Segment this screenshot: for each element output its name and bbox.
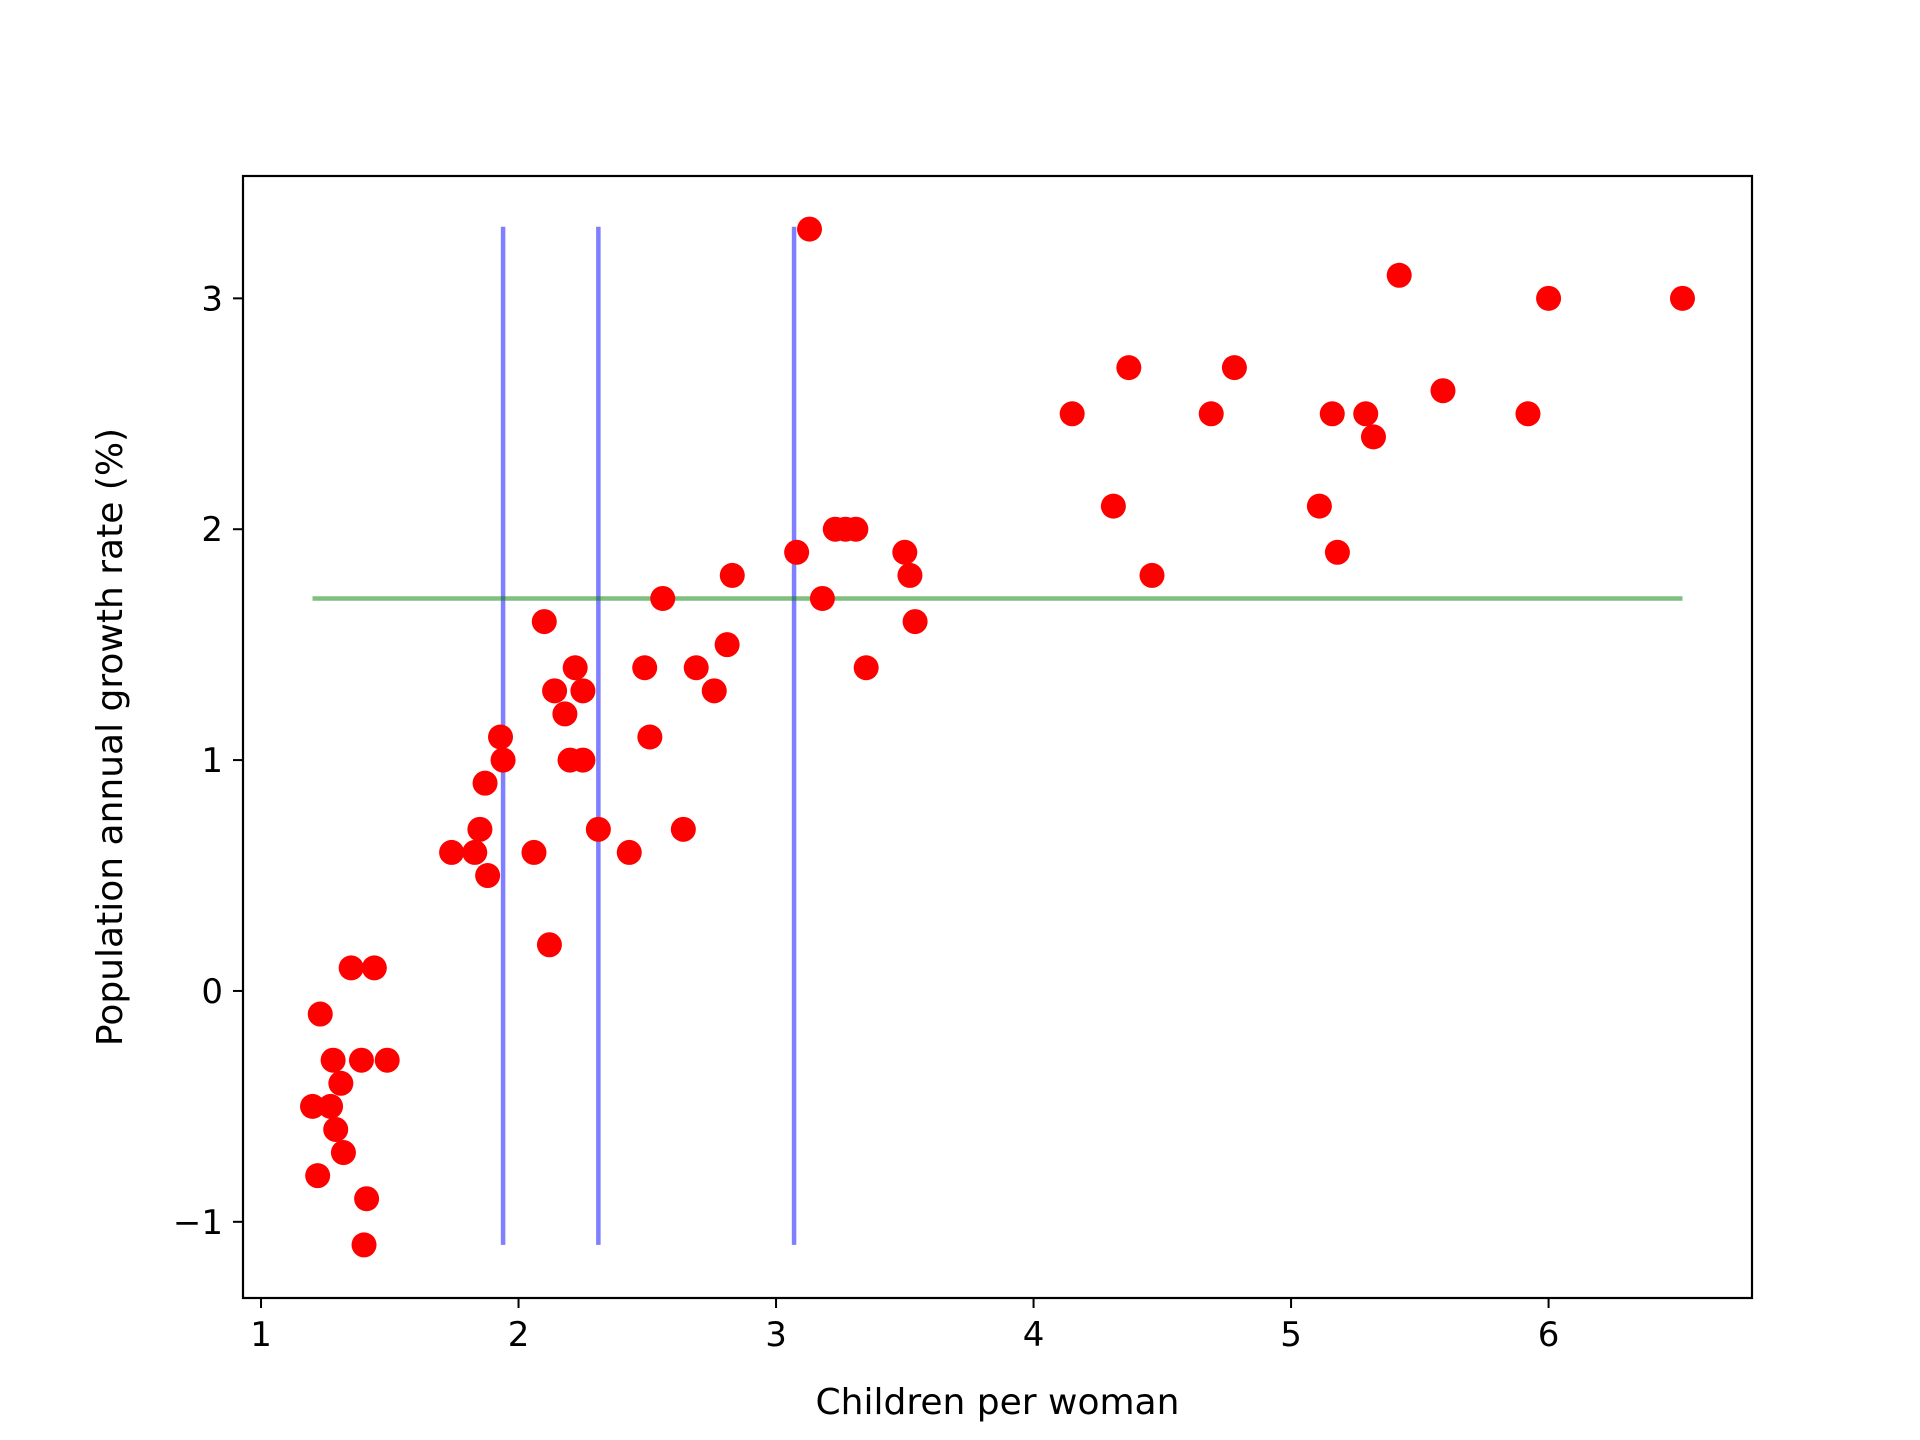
data-point	[843, 516, 869, 542]
data-point	[1515, 401, 1541, 427]
data-point	[714, 632, 740, 658]
y-tick-label: 1	[201, 741, 223, 781]
data-point	[488, 724, 514, 750]
data-point	[1430, 378, 1456, 404]
x-tick-label: 2	[508, 1315, 530, 1355]
data-point	[1139, 562, 1165, 588]
data-point	[330, 1140, 356, 1166]
data-point	[1116, 355, 1142, 381]
x-tick-label: 4	[1023, 1315, 1045, 1355]
data-point	[536, 932, 562, 958]
x-tick-label: 1	[250, 1315, 272, 1355]
data-point	[307, 1001, 333, 1027]
data-point	[683, 655, 709, 681]
data-point	[632, 655, 658, 681]
data-point	[552, 701, 578, 727]
data-point	[439, 839, 465, 865]
data-point	[570, 747, 596, 773]
data-point	[809, 585, 835, 611]
data-point	[542, 678, 568, 704]
data-point	[897, 562, 923, 588]
data-point	[1319, 401, 1345, 427]
data-point	[354, 1186, 380, 1212]
y-tick-label: 0	[201, 972, 223, 1012]
x-tick-label: 3	[765, 1315, 787, 1355]
data-point	[475, 863, 501, 889]
data-point	[351, 1232, 377, 1258]
plot-area-frame	[241, 174, 1754, 1300]
data-point	[585, 816, 611, 842]
data-point	[472, 770, 498, 796]
data-point	[570, 678, 596, 704]
data-point	[616, 839, 642, 865]
data-point	[1221, 355, 1247, 381]
data-point	[348, 1047, 374, 1073]
y-axis: −1 0 1 2 3	[173, 279, 243, 1243]
data-point	[853, 655, 879, 681]
y-tick-label: 2	[201, 510, 223, 550]
data-point	[328, 1070, 354, 1096]
data-point	[1324, 539, 1350, 565]
data-point	[1059, 401, 1085, 427]
data-point	[521, 839, 547, 865]
data-point	[797, 216, 823, 242]
y-axis-label: Population annual growth rate (%)	[90, 428, 131, 1046]
data-point	[1100, 493, 1126, 519]
data-point	[1536, 285, 1562, 311]
data-point	[650, 585, 676, 611]
data-point	[1360, 424, 1386, 450]
data-point	[1353, 401, 1379, 427]
data-point	[701, 678, 727, 704]
data-point	[1198, 401, 1224, 427]
data-point	[467, 816, 493, 842]
data-point	[320, 1047, 346, 1073]
data-point	[670, 816, 696, 842]
data-point	[323, 1116, 349, 1142]
x-tick-label: 5	[1280, 1315, 1302, 1355]
data-point	[1306, 493, 1332, 519]
y-tick-label: −1	[173, 1203, 223, 1243]
data-point	[784, 539, 810, 565]
data-point	[892, 539, 918, 565]
y-tick-label: 3	[201, 279, 223, 319]
data-point	[562, 655, 588, 681]
data-point	[305, 1163, 331, 1189]
data-point	[462, 839, 488, 865]
data-points	[300, 216, 1695, 1258]
data-point	[300, 1093, 326, 1119]
data-point	[1386, 262, 1412, 288]
data-point	[374, 1047, 400, 1073]
data-point	[338, 955, 364, 981]
data-point	[1669, 285, 1695, 311]
data-point	[318, 1093, 344, 1119]
x-axis-label: Children per woman	[816, 1382, 1180, 1423]
x-axis: 1 2 3 4 5 6	[250, 1298, 1559, 1355]
x-tick-label: 6	[1538, 1315, 1560, 1355]
data-point	[719, 562, 745, 588]
data-point	[531, 609, 557, 635]
data-point	[490, 747, 516, 773]
data-point	[361, 955, 387, 981]
data-point	[637, 724, 663, 750]
data-point	[902, 609, 928, 635]
reference-lines	[312, 226, 1683, 1245]
